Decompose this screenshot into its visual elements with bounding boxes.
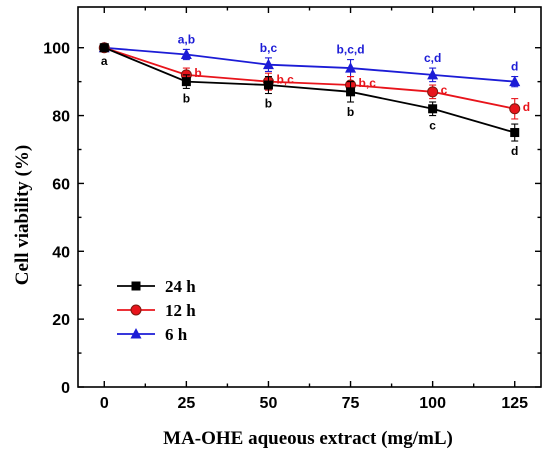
y-tick-label: 80 [52,109,70,126]
sig-labels-6-h: a,b b,c b,c,d c,d d [178,32,519,73]
series-24-h [99,43,520,142]
significance-label: b [194,66,201,80]
data-point [181,77,191,87]
data-point [509,103,521,115]
legend-label: 12 h [165,301,196,320]
legend-label: 24 h [165,277,196,296]
series-line [103,46,515,134]
plot-frame [77,6,542,388]
x-tick-label: 100 [419,395,446,412]
data-point [509,75,521,87]
significance-label: d [523,100,530,114]
legend-label: 6 h [165,325,188,344]
significance-label: b [183,91,190,105]
data-point [345,62,357,73]
x-tick-label: 25 [177,395,195,412]
y-axis-title: Cell viability (%) [12,145,33,285]
data-point [262,58,274,70]
significance-label: b,c [276,73,294,87]
significance-label: c [441,83,448,97]
y-tick-label: 60 [52,176,70,193]
significance-label: b,c [359,76,377,90]
y-axis: 0 20 40 60 80 100 [43,41,541,397]
series-line [104,46,515,83]
x-tick-label: 0 [100,395,109,412]
significance-label: a [101,54,108,68]
legend-item-6-h: 6 h [117,325,188,344]
x-axis: 0 25 50 75 100 125 [100,7,528,412]
x-axis-title: MA-OHE aqueous extract (mg/mL) [163,428,453,449]
data-point [428,104,438,114]
data-point [427,68,439,80]
data-point [510,128,520,138]
y-tick-label: 100 [43,41,70,58]
series-line [103,46,515,110]
significance-label: a,b [178,32,195,46]
y-tick-label: 20 [52,312,70,329]
data-point [263,80,273,90]
series-6-h [98,41,521,88]
legend-marker [131,281,141,291]
data-point [427,86,439,98]
legend-marker [130,328,142,339]
y-tick-label: 0 [61,380,70,397]
legend: 24 h 12 h 6 h [117,277,196,344]
significance-label: d [511,60,518,74]
sig-labels-12-h: b b,c b,c c d [194,66,530,114]
legend-marker [130,304,142,316]
significance-label: c [429,119,436,133]
significance-label: b,c [260,41,278,55]
significance-label: d [511,144,518,158]
legend-item-12-h: 12 h [117,301,196,320]
significance-label: b,c,d [337,43,365,57]
x-tick-label: 50 [260,395,278,412]
x-tick-label: 75 [342,395,360,412]
data-point [180,48,192,59]
series-12-h [98,42,521,120]
data-point [346,87,356,97]
legend-item-24-h: 24 h [117,277,196,296]
significance-label: c,d [424,51,441,65]
significance-label: b [265,97,272,111]
significance-label: b [347,105,354,119]
x-tick-label: 125 [501,395,528,412]
plot-border [77,6,542,388]
data-point [99,43,109,53]
y-tick-label: 40 [52,244,70,261]
